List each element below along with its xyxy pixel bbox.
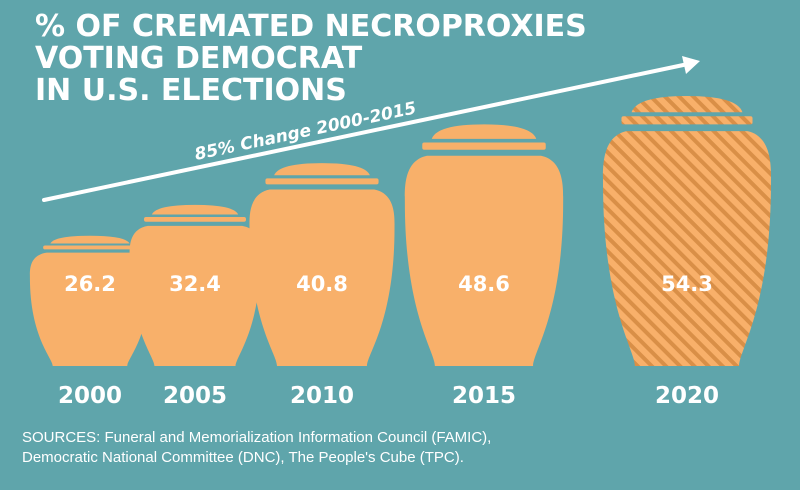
urn-body: [249, 189, 395, 366]
urn-rim: [422, 142, 546, 150]
chart-title-line-3: IN U.S. ELECTIONS: [35, 73, 347, 108]
urn-body: [29, 252, 151, 366]
urn-body: [129, 225, 261, 366]
urn-body: [404, 155, 564, 366]
category-label: 2020: [655, 383, 719, 409]
urn-bar-2000: 26.2 2000: [29, 235, 151, 409]
chart-title-line-2: VOTING DEMOCRAT: [35, 41, 363, 76]
urn-body: [602, 131, 772, 366]
urn-lid: [431, 124, 537, 139]
trend-annotation: 85% Change 2000-2015: [193, 98, 418, 165]
urn-bar-2005: 32.4 2005: [129, 204, 261, 409]
urn-lid: [50, 235, 130, 244]
urn-bar-2020: 54.3 2020: [602, 96, 772, 409]
data-label: 26.2: [64, 272, 116, 296]
category-label: 2005: [163, 383, 227, 409]
urn-rim: [265, 178, 379, 185]
data-label: 48.6: [458, 272, 510, 296]
urn-rim: [144, 216, 246, 222]
urn-lid: [631, 96, 743, 113]
data-label: 32.4: [169, 272, 221, 296]
trend-arrow: [42, 56, 700, 202]
urn-lid: [274, 163, 370, 176]
category-label: 2000: [58, 383, 122, 409]
data-label: 54.3: [661, 272, 713, 296]
chart-title-line-1: % OF CREMATED NECROPROXIES: [35, 9, 587, 44]
sources-note: SOURCES: Funeral and Memorialization Inf…: [22, 428, 782, 468]
data-label: 40.8: [296, 272, 348, 296]
urn-bar-2015: 48.6 2015: [404, 124, 564, 409]
urn-rim: [43, 245, 137, 250]
sources-line-1: SOURCES: Funeral and Memorialization Inf…: [22, 429, 492, 446]
category-label: 2010: [290, 383, 354, 409]
urn-rim: [621, 116, 753, 125]
urn-lid: [151, 204, 239, 215]
urn-bar-2010: 40.8 2010: [249, 163, 395, 409]
urns-layer: 26.2 2000 32.4 2005 40.8 2010 48.6 2015 54.3 2020: [29, 96, 772, 409]
category-label: 2015: [452, 383, 516, 409]
sources-line-2: Democratic National Committee (DNC), The…: [22, 449, 464, 466]
